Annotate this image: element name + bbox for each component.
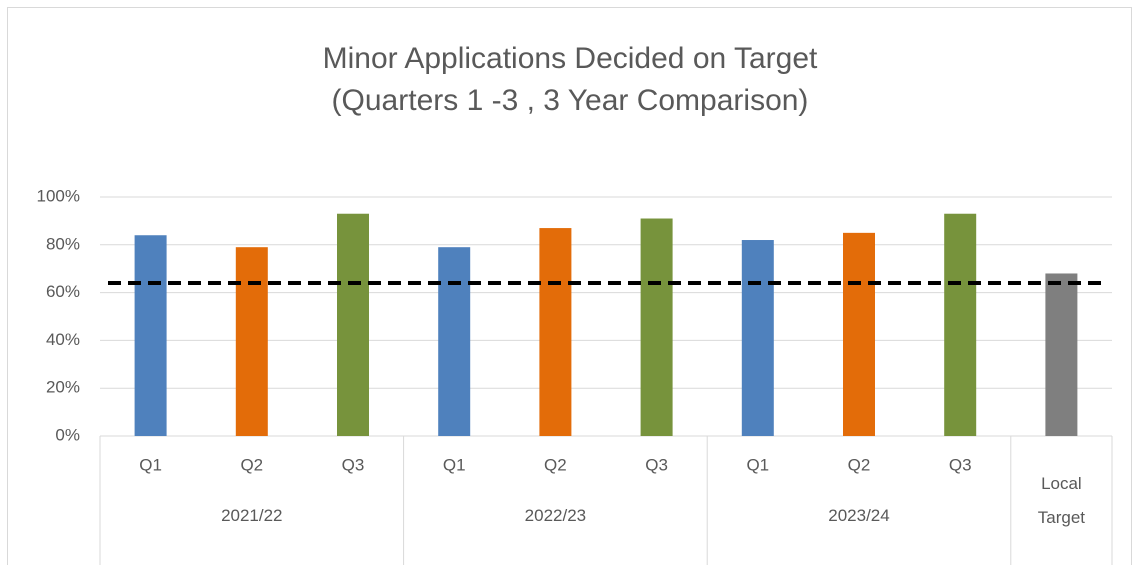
group-label: 2022/23 (524, 506, 587, 525)
x-tick-label: Q2 (544, 455, 567, 474)
group-label: Local Target (1037, 474, 1086, 527)
x-tick-label: Q2 (848, 455, 871, 474)
group-label: 2021/22 (221, 506, 283, 525)
y-tick-label: 60% (46, 282, 80, 301)
y-tick-label: 40% (46, 330, 80, 349)
bar (741, 240, 774, 436)
chart-subtitle: (Quarters 1 -3 , 3 Year Comparison) (332, 84, 809, 117)
x-tick-label: Q1 (746, 455, 769, 474)
bar (539, 228, 572, 436)
x-tick-label: Q3 (645, 455, 668, 474)
y-tick-label: 100% (37, 186, 80, 205)
bar (438, 247, 471, 436)
y-tick-label: 20% (46, 378, 80, 397)
chart-border (7, 7, 1132, 565)
x-tick-label: Q3 (949, 455, 972, 474)
bar (134, 235, 167, 436)
x-tick-label: Q1 (443, 455, 466, 474)
bar (337, 213, 369, 436)
bar (640, 218, 673, 436)
bar (843, 232, 875, 436)
x-tick-label: Q3 (342, 455, 365, 474)
y-tick-label: 0% (55, 425, 80, 444)
bar (1045, 273, 1078, 436)
group-label: 2023/24 (828, 506, 890, 525)
x-tick-label: Q2 (240, 455, 263, 474)
bar (235, 247, 268, 436)
bar (944, 213, 977, 436)
chart-title: Minor Applications Decided on Target (323, 42, 818, 75)
y-tick-label: 80% (46, 234, 80, 253)
x-tick-label: Q1 (139, 455, 162, 474)
